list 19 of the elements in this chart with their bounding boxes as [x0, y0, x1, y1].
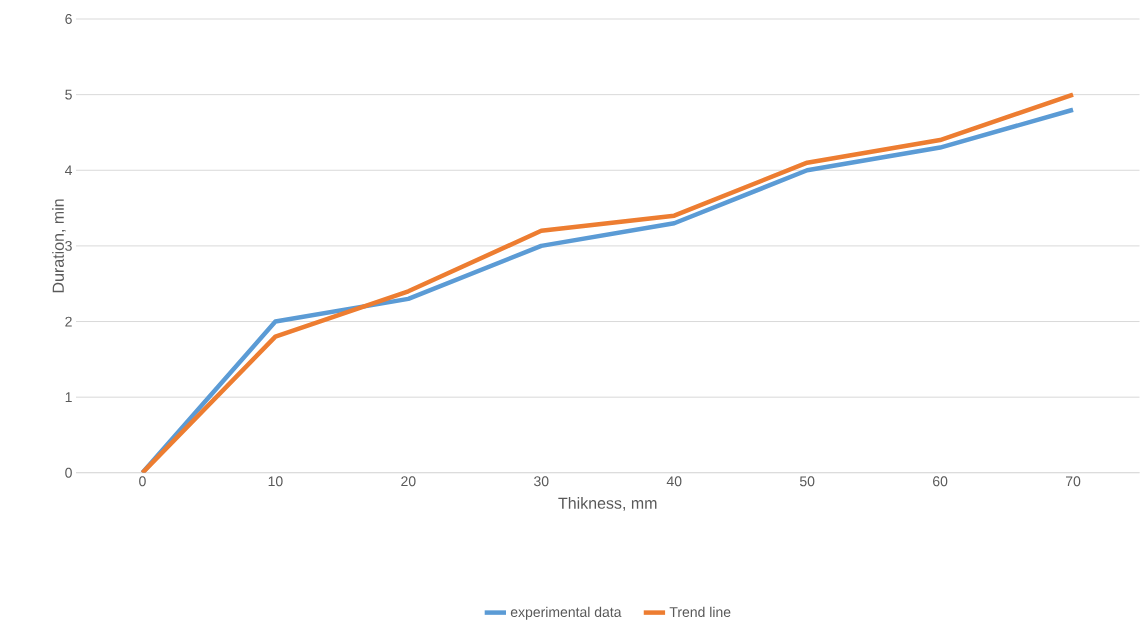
x-tick-label: 20 [401, 476, 416, 487]
y-axis-title: Duration, min [52, 199, 66, 293]
legend-label: experimental data [510, 606, 622, 620]
y-tick-label: 4 [64, 165, 73, 176]
x-tick-label: 40 [666, 476, 682, 487]
x-tick-label: 70 [1065, 476, 1081, 487]
x-tick-label: 50 [799, 476, 815, 487]
y-tick-label: 5 [65, 89, 72, 100]
legend-label: Trend line [669, 606, 731, 618]
y-tick-label: 0 [65, 467, 72, 478]
x-tick-label: 60 [933, 476, 948, 487]
y-tick-label: 1 [65, 392, 72, 403]
x-tick-label: 30 [534, 476, 549, 487]
x-tick-label: 10 [268, 476, 283, 487]
y-tick-label: 6 [65, 14, 72, 25]
x-axis-title: Thikness, mm [558, 497, 657, 511]
y-tick-label: 2 [65, 316, 72, 327]
x-tick-label: 0 [139, 476, 146, 487]
y-tick-label: 3 [65, 241, 72, 251]
